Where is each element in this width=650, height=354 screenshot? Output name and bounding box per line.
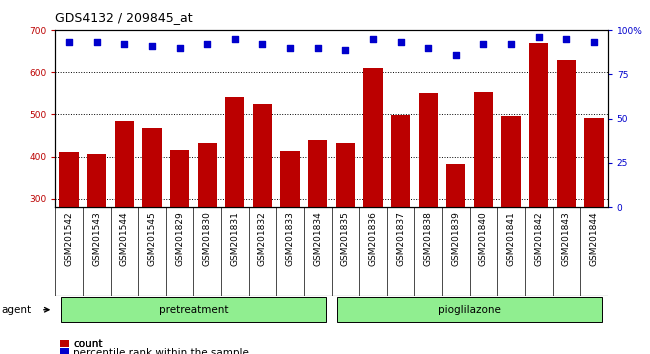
Point	[64, 40, 74, 45]
Text: GSM201838: GSM201838	[424, 211, 433, 267]
Text: GSM201829: GSM201829	[175, 211, 184, 266]
Legend: count: count	[60, 339, 103, 349]
Text: GSM201833: GSM201833	[285, 211, 294, 267]
Text: GSM201543: GSM201543	[92, 211, 101, 266]
Point	[589, 40, 599, 45]
Bar	[446, 164, 465, 325]
Bar	[59, 152, 79, 325]
Point	[174, 45, 185, 51]
Point	[368, 36, 378, 42]
Text: GSM201832: GSM201832	[258, 211, 267, 266]
Text: pretreatment: pretreatment	[159, 305, 228, 315]
Text: GSM201839: GSM201839	[451, 211, 460, 267]
Bar	[253, 104, 272, 325]
Bar	[419, 93, 438, 325]
Bar	[529, 43, 549, 325]
Bar	[87, 154, 107, 325]
Bar	[474, 92, 493, 325]
Bar	[225, 97, 244, 325]
Point	[257, 41, 268, 47]
Bar	[142, 128, 162, 325]
Text: agent: agent	[1, 305, 31, 315]
Point	[313, 45, 323, 51]
Bar	[391, 115, 410, 325]
Bar	[501, 116, 521, 325]
Point	[478, 41, 489, 47]
Point	[92, 40, 102, 45]
Legend: percentile rank within the sample: percentile rank within the sample	[60, 348, 249, 354]
Text: GSM201843: GSM201843	[562, 211, 571, 266]
Text: GSM201834: GSM201834	[313, 211, 322, 266]
Bar	[584, 118, 604, 325]
Text: GSM201831: GSM201831	[230, 211, 239, 267]
Text: GSM201842: GSM201842	[534, 211, 543, 266]
Text: GSM201841: GSM201841	[506, 211, 515, 266]
Bar	[170, 150, 189, 325]
Bar	[198, 143, 217, 325]
Point	[395, 40, 406, 45]
Point	[450, 52, 461, 58]
Bar	[363, 68, 383, 325]
Point	[506, 41, 516, 47]
Text: GDS4132 / 209845_at: GDS4132 / 209845_at	[55, 11, 193, 24]
Point	[423, 45, 434, 51]
Bar	[308, 140, 328, 325]
Text: GSM201830: GSM201830	[203, 211, 212, 267]
Bar	[114, 121, 134, 325]
Point	[534, 34, 544, 40]
Text: GSM201545: GSM201545	[148, 211, 157, 266]
Bar	[280, 152, 300, 325]
Text: GSM201544: GSM201544	[120, 211, 129, 266]
Point	[561, 36, 571, 42]
Bar	[335, 143, 355, 325]
Text: GSM201840: GSM201840	[479, 211, 488, 266]
Text: GSM201835: GSM201835	[341, 211, 350, 267]
Point	[202, 41, 213, 47]
Bar	[556, 61, 576, 325]
Point	[340, 47, 350, 52]
Bar	[337, 297, 602, 322]
Point	[285, 45, 295, 51]
Point	[119, 41, 129, 47]
Text: pioglilazone: pioglilazone	[438, 305, 501, 315]
Bar	[61, 297, 326, 322]
Text: GSM201837: GSM201837	[396, 211, 405, 267]
Text: GSM201844: GSM201844	[590, 211, 599, 266]
Point	[147, 43, 157, 49]
Point	[229, 36, 240, 42]
Text: GSM201836: GSM201836	[369, 211, 378, 267]
Text: GSM201542: GSM201542	[64, 211, 73, 266]
